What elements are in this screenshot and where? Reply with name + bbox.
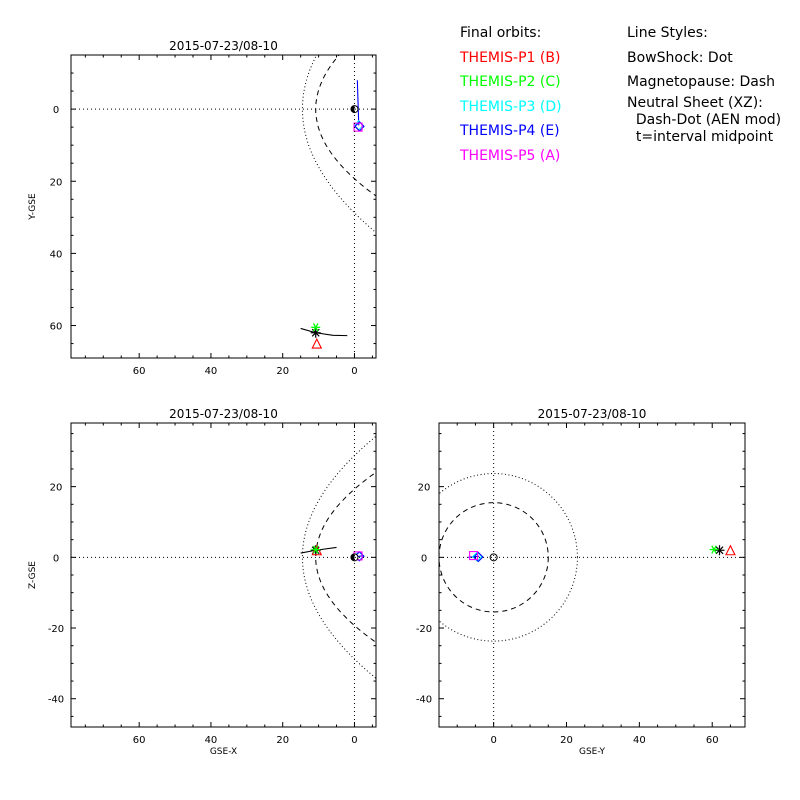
x-tick-label: 60 [133,366,146,377]
y-tick-label: 0 [421,553,427,564]
x-tick-label: 0 [351,366,357,377]
probe-marker-p1 [725,544,736,556]
orbit-track [300,327,348,337]
legend-magnetopause: Magnetopause: Dash [627,74,776,90]
asterisk-stroke [312,323,319,332]
legend-orbits-title: Final orbits: [460,25,542,41]
plot-title: 2015-07-23/08-10 [538,407,647,421]
legend-neutral-sheet-style: Dash-Dot (AEN mod) [627,111,782,128]
probe-marker-p1 [311,544,323,556]
y-tick-label: 0 [53,553,59,564]
spacecraft-midpoint-star [310,327,321,338]
legend-probe-2: THEMIS-P2 (C) [460,74,561,90]
plot-title: 2015-07-23/08-10 [169,407,278,421]
plot-title: 2015-07-23/08-10 [169,39,278,53]
earth-night-side [350,105,355,113]
legend-midpoint-note: t=interval midpoint [627,128,774,145]
earth-night-side [350,553,355,561]
plot-frame [438,422,746,728]
earth-marker [489,553,498,562]
probe-legend-list: THEMIS-P1 (B) THEMIS-P2 (C) THEMIS-P3 (D) T… [460,46,562,169]
probe-marker-p1 [311,337,323,349]
y-axis-label: Y-GSE [28,193,38,221]
x-tick-label: 40 [205,735,218,746]
legend-probe-4: THEMIS-P4 (E) [460,123,560,139]
plot-frame [70,54,377,359]
panel-top-left: 2015-07-23/08-10 60 40 20 0 0 20 40 60 Y-GSE [28,39,377,377]
y-tick-label: 20 [418,483,431,494]
probe-marker-p5 [469,551,479,561]
x-tick-label: 40 [205,366,218,377]
asterisk-stroke [312,545,319,554]
panel-bottom-right: 2015-07-23/08-10 0 20 40 60 -40 -20 0 20 GSE-Y [416,407,746,757]
x-axis-label: GSE-X [210,747,237,757]
x-tick-label: 20 [276,735,289,746]
y-tick-label: -40 [416,695,432,706]
spacecraft-midpoint-star [714,545,725,556]
legend-bow-shock: BowShock: Dot [627,49,733,66]
probe-marker-p4 [473,551,484,563]
y-tick-label: 40 [50,249,63,260]
x-tick-label: 40 [633,735,646,746]
x-tick-label: 60 [133,735,146,746]
legend-probe-3: THEMIS-P3 (D) [460,98,562,115]
x-tick-label: 0 [351,735,357,746]
line-styles-legend: Line Styles: BowShock: Dot Magnetopause:… [627,21,781,146]
star-stroke [715,546,724,555]
probe-marker-p2 [709,545,719,554]
plot-frame [70,422,377,728]
bow-shock-curve [439,473,578,642]
y-tick-label: 20 [50,483,63,494]
y-axis-label: Z-GSE [28,561,38,589]
probe-marker-p2 [311,323,321,332]
legend-probe-5: THEMIS-P5 (A) [460,147,561,164]
x-tick-label: 60 [706,735,719,746]
y-tick-label: -20 [48,624,64,635]
probe-marker-p2 [311,545,321,554]
y-tick-label: 20 [50,177,63,188]
final-orbits-legend: Final orbits: THEMIS-P1 (B) THEMIS-P2 (C)… [460,21,562,168]
y-tick-label: -40 [48,695,64,706]
x-axis-label: GSE-Y [579,747,606,757]
legend-neutral-sheet: Neutral Sheet (XZ): [627,94,763,111]
x-tick-label: 20 [560,735,573,746]
panel-bottom-left: 2015-07-23/08-10 60 40 20 0 -40 -20 0 20 GSE-X Z-G… [28,407,377,757]
y-tick-label: 0 [53,105,59,116]
asterisk-stroke [711,545,717,554]
x-tick-label: 0 [490,735,496,746]
legend-styles-title: Line Styles: [627,25,708,41]
orbit-track-p4 [356,80,360,126]
y-tick-label: -20 [416,624,432,635]
panel-content [300,435,376,679]
y-tick-label: 60 [50,322,63,333]
legend-probe-1: THEMIS-P1 (B) [460,49,561,66]
panel-content [439,473,736,642]
x-tick-label: 20 [276,366,289,377]
